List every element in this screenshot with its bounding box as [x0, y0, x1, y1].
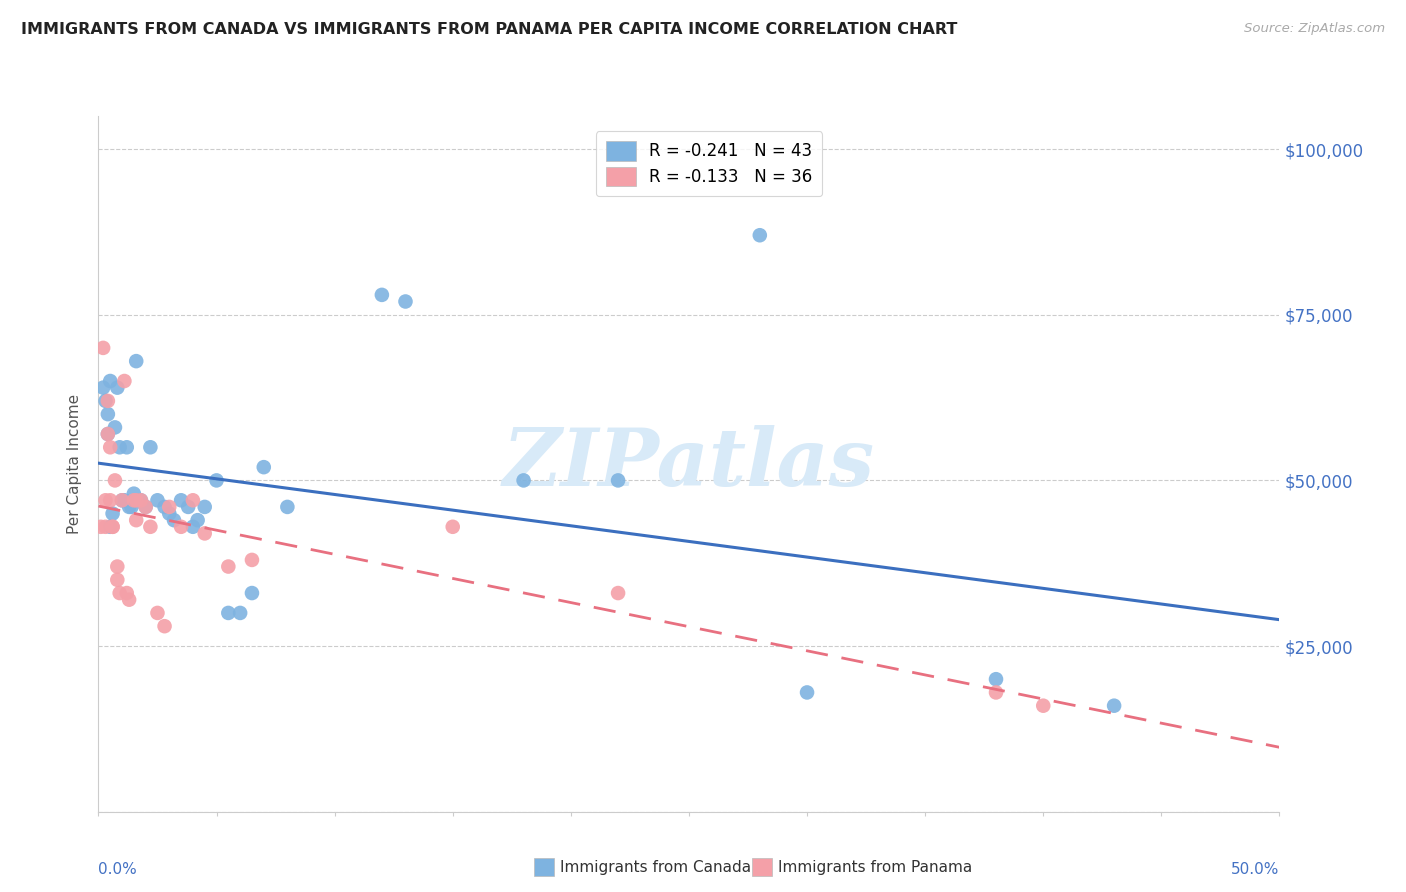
- Point: [105, 573, 128, 587]
- Point: [135, 500, 157, 514]
- Point: [91, 381, 114, 395]
- Point: [240, 553, 263, 567]
- Point: [441, 520, 464, 534]
- Point: [104, 474, 127, 488]
- Point: [98, 374, 121, 388]
- Point: [1032, 698, 1054, 713]
- Point: [104, 420, 127, 434]
- Point: [394, 294, 416, 309]
- Point: [105, 559, 128, 574]
- Point: [97, 393, 120, 408]
- Point: [187, 513, 209, 527]
- Point: [229, 606, 252, 620]
- Point: [97, 407, 120, 421]
- Point: [101, 520, 124, 534]
- Text: 0.0%: 0.0%: [98, 863, 138, 877]
- Point: [122, 493, 145, 508]
- Point: [194, 500, 217, 514]
- Point: [118, 500, 141, 514]
- Point: [371, 288, 394, 302]
- Point: [94, 520, 117, 534]
- Text: Immigrants from Canada: Immigrants from Canada: [560, 860, 751, 874]
- Point: [129, 493, 152, 508]
- Point: [111, 493, 134, 508]
- Point: [748, 228, 770, 243]
- Point: [181, 520, 204, 534]
- Point: [101, 507, 124, 521]
- Point: [122, 486, 145, 500]
- Point: [139, 520, 162, 534]
- Point: [111, 493, 134, 508]
- Point: [276, 500, 298, 514]
- Point: [108, 586, 131, 600]
- Point: [205, 474, 228, 488]
- Point: [146, 606, 169, 620]
- Point: [105, 381, 128, 395]
- Point: [240, 586, 263, 600]
- Point: [194, 526, 217, 541]
- Point: [984, 672, 1007, 686]
- Point: [115, 440, 138, 454]
- Point: [217, 559, 239, 574]
- Point: [170, 493, 193, 508]
- Point: [146, 493, 169, 508]
- Point: [125, 493, 148, 508]
- Point: [125, 354, 148, 368]
- Point: [512, 474, 534, 488]
- Point: [101, 520, 124, 534]
- Point: [157, 500, 180, 514]
- Point: [170, 520, 193, 534]
- Point: [118, 592, 141, 607]
- Point: [177, 500, 200, 514]
- Point: [112, 374, 135, 388]
- Point: [112, 493, 135, 508]
- Point: [153, 500, 176, 514]
- Point: [98, 440, 121, 454]
- Point: [91, 341, 114, 355]
- Text: ZIPatlas: ZIPatlas: [503, 425, 875, 502]
- Point: [181, 493, 204, 508]
- Point: [97, 427, 120, 442]
- Point: [94, 393, 117, 408]
- Point: [1102, 698, 1125, 713]
- Point: [139, 440, 162, 454]
- Point: [217, 606, 239, 620]
- Point: [607, 586, 630, 600]
- Point: [157, 507, 180, 521]
- Point: [796, 685, 818, 699]
- Point: [90, 520, 112, 534]
- Point: [121, 500, 143, 514]
- Point: [94, 493, 117, 508]
- Point: [129, 493, 152, 508]
- Text: 50.0%: 50.0%: [1232, 863, 1279, 877]
- Point: [98, 493, 121, 508]
- Point: [135, 500, 157, 514]
- Point: [253, 460, 276, 475]
- Point: [125, 513, 148, 527]
- Point: [607, 474, 630, 488]
- Legend: R = -0.241   N = 43, R = -0.133   N = 36: R = -0.241 N = 43, R = -0.133 N = 36: [596, 131, 823, 196]
- Point: [984, 685, 1007, 699]
- Point: [97, 427, 120, 442]
- Y-axis label: Per Capita Income: Per Capita Income: [67, 393, 83, 534]
- Point: [153, 619, 176, 633]
- Point: [108, 440, 131, 454]
- Text: Immigrants from Panama: Immigrants from Panama: [778, 860, 972, 874]
- Text: Source: ZipAtlas.com: Source: ZipAtlas.com: [1244, 22, 1385, 36]
- Point: [98, 520, 121, 534]
- Point: [115, 586, 138, 600]
- Point: [163, 513, 186, 527]
- Text: IMMIGRANTS FROM CANADA VS IMMIGRANTS FROM PANAMA PER CAPITA INCOME CORRELATION C: IMMIGRANTS FROM CANADA VS IMMIGRANTS FRO…: [21, 22, 957, 37]
